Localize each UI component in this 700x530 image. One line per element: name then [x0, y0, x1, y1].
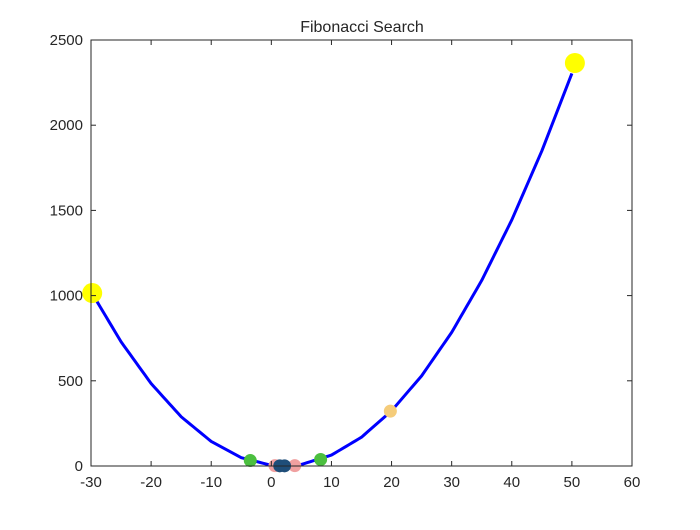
search-point-marker [82, 283, 103, 304]
x-tick-label: 40 [503, 474, 520, 491]
plot-area [91, 40, 632, 466]
x-tick-label: 20 [383, 474, 400, 491]
x-tick-label: -10 [200, 474, 222, 491]
y-tick-label: 500 [58, 373, 83, 390]
x-tick-label: 60 [624, 474, 641, 491]
x-tick-label: -30 [80, 474, 102, 491]
search-point-marker [314, 453, 328, 467]
x-tick-label: 10 [323, 474, 340, 491]
x-tick-label: 30 [443, 474, 460, 491]
x-tick-label: 50 [564, 474, 581, 491]
search-point-marker [243, 454, 257, 468]
x-axis: -30 -20 -10 0 10 20 30 40 50 60 [80, 40, 640, 491]
y-tick-label: 0 [75, 458, 83, 475]
x-tick-label: 0 [267, 474, 275, 491]
y-tick-label: 2000 [50, 117, 83, 134]
search-point-marker [564, 53, 585, 74]
y-tick-label: 1000 [50, 288, 83, 305]
axes-frame [90, 39, 633, 467]
x-tick-label: -20 [140, 474, 162, 491]
y-axis: 0 500 1000 1500 2000 2500 [50, 32, 632, 475]
search-point-marker [383, 404, 397, 418]
y-tick-label: 1500 [50, 202, 83, 219]
chart-title: Fibonacci Search [300, 19, 424, 36]
y-tick-label: 2500 [50, 32, 83, 49]
